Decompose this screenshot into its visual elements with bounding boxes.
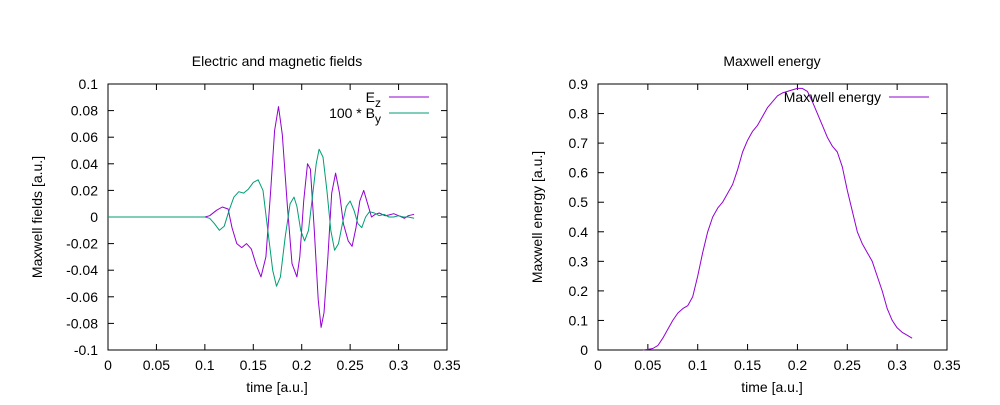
energy-ytick-label: 0.1 bbox=[569, 312, 589, 328]
fields-ytick-label: 0.04 bbox=[71, 156, 98, 172]
energy-xtick-label: 0.05 bbox=[634, 357, 661, 373]
energy-ytick-label: 0.5 bbox=[569, 194, 589, 210]
fields-ytick-label: 0 bbox=[90, 209, 98, 225]
fields-ytick-label: -0.1 bbox=[74, 342, 98, 358]
fields-legend-label-1: 100 * By bbox=[329, 105, 381, 126]
energy-ytick-label: 0.8 bbox=[569, 106, 589, 122]
energy-xtick-label: 0 bbox=[594, 357, 602, 373]
fields-chart-ylabel: Maxwell fields [a.u.] bbox=[29, 156, 45, 278]
energy-ytick-label: 0.9 bbox=[569, 76, 589, 92]
fields-chart: Electric and magnetic fields time [a.u.]… bbox=[29, 53, 461, 395]
fields-xtick-label: 0 bbox=[104, 357, 112, 373]
energy-ytick-label: 0.2 bbox=[569, 283, 589, 299]
fields-ytick-label: -0.06 bbox=[66, 289, 98, 305]
energy-xtick-label: 0.1 bbox=[688, 357, 708, 373]
fields-legend-label-sub: y bbox=[375, 112, 381, 126]
energy-ytick-label: 0.6 bbox=[569, 165, 589, 181]
energy-ytick-label: 0.4 bbox=[569, 224, 589, 240]
fields-series-line-1 bbox=[108, 148, 415, 287]
fields-ytick-label: -0.02 bbox=[66, 236, 98, 252]
fields-ytick-label: 0.08 bbox=[71, 103, 98, 119]
energy-chart: Maxwell energy time [a.u.] Maxwell energ… bbox=[529, 53, 961, 395]
fields-ytick-label: -0.04 bbox=[66, 262, 98, 278]
energy-series-line-0 bbox=[642, 87, 913, 351]
energy-chart-ylabel: Maxwell energy [a.u.] bbox=[529, 151, 545, 283]
fields-ytick-label: 0.1 bbox=[79, 76, 99, 92]
fields-chart-title: Electric and magnetic fields bbox=[192, 53, 362, 69]
fields-legend-label-main: E bbox=[366, 89, 375, 105]
fields-xtick-label: 0.25 bbox=[337, 357, 364, 373]
energy-xtick-label: 0.25 bbox=[834, 357, 861, 373]
fields-xtick-label: 0.1 bbox=[195, 357, 215, 373]
fields-chart-xlabel: time [a.u.] bbox=[246, 379, 307, 395]
energy-chart-title: Maxwell energy bbox=[723, 53, 820, 69]
fields-xtick-label: 0.2 bbox=[292, 357, 312, 373]
fields-xtick-label: 0.05 bbox=[143, 357, 170, 373]
energy-xtick-label: 0.35 bbox=[933, 357, 960, 373]
fields-xtick-label: 0.3 bbox=[389, 357, 409, 373]
energy-chart-xlabel: time [a.u.] bbox=[741, 379, 802, 395]
fields-ytick-label: -0.08 bbox=[66, 315, 98, 331]
energy-xtick-label: 0.2 bbox=[788, 357, 808, 373]
fields-legend-label-sub: z bbox=[375, 96, 381, 110]
energy-xtick-label: 0.15 bbox=[734, 357, 761, 373]
energy-xtick-label: 0.3 bbox=[887, 357, 907, 373]
fields-legend-label-main: 100 * B bbox=[329, 105, 375, 121]
fields-xtick-label: 0.15 bbox=[240, 357, 267, 373]
energy-ytick-label: 0.3 bbox=[569, 253, 589, 269]
fields-ytick-label: 0.06 bbox=[71, 129, 98, 145]
energy-plot-frame bbox=[597, 83, 948, 351]
energy-ytick-label: 0.7 bbox=[569, 135, 589, 151]
fields-legend-label-0: Ez bbox=[366, 89, 381, 110]
energy-legend-label-0: Maxwell energy bbox=[784, 89, 881, 105]
fields-ytick-label: 0.02 bbox=[71, 182, 98, 198]
fields-xtick-label: 0.35 bbox=[433, 357, 460, 373]
energy-ytick-label: 0 bbox=[580, 342, 588, 358]
